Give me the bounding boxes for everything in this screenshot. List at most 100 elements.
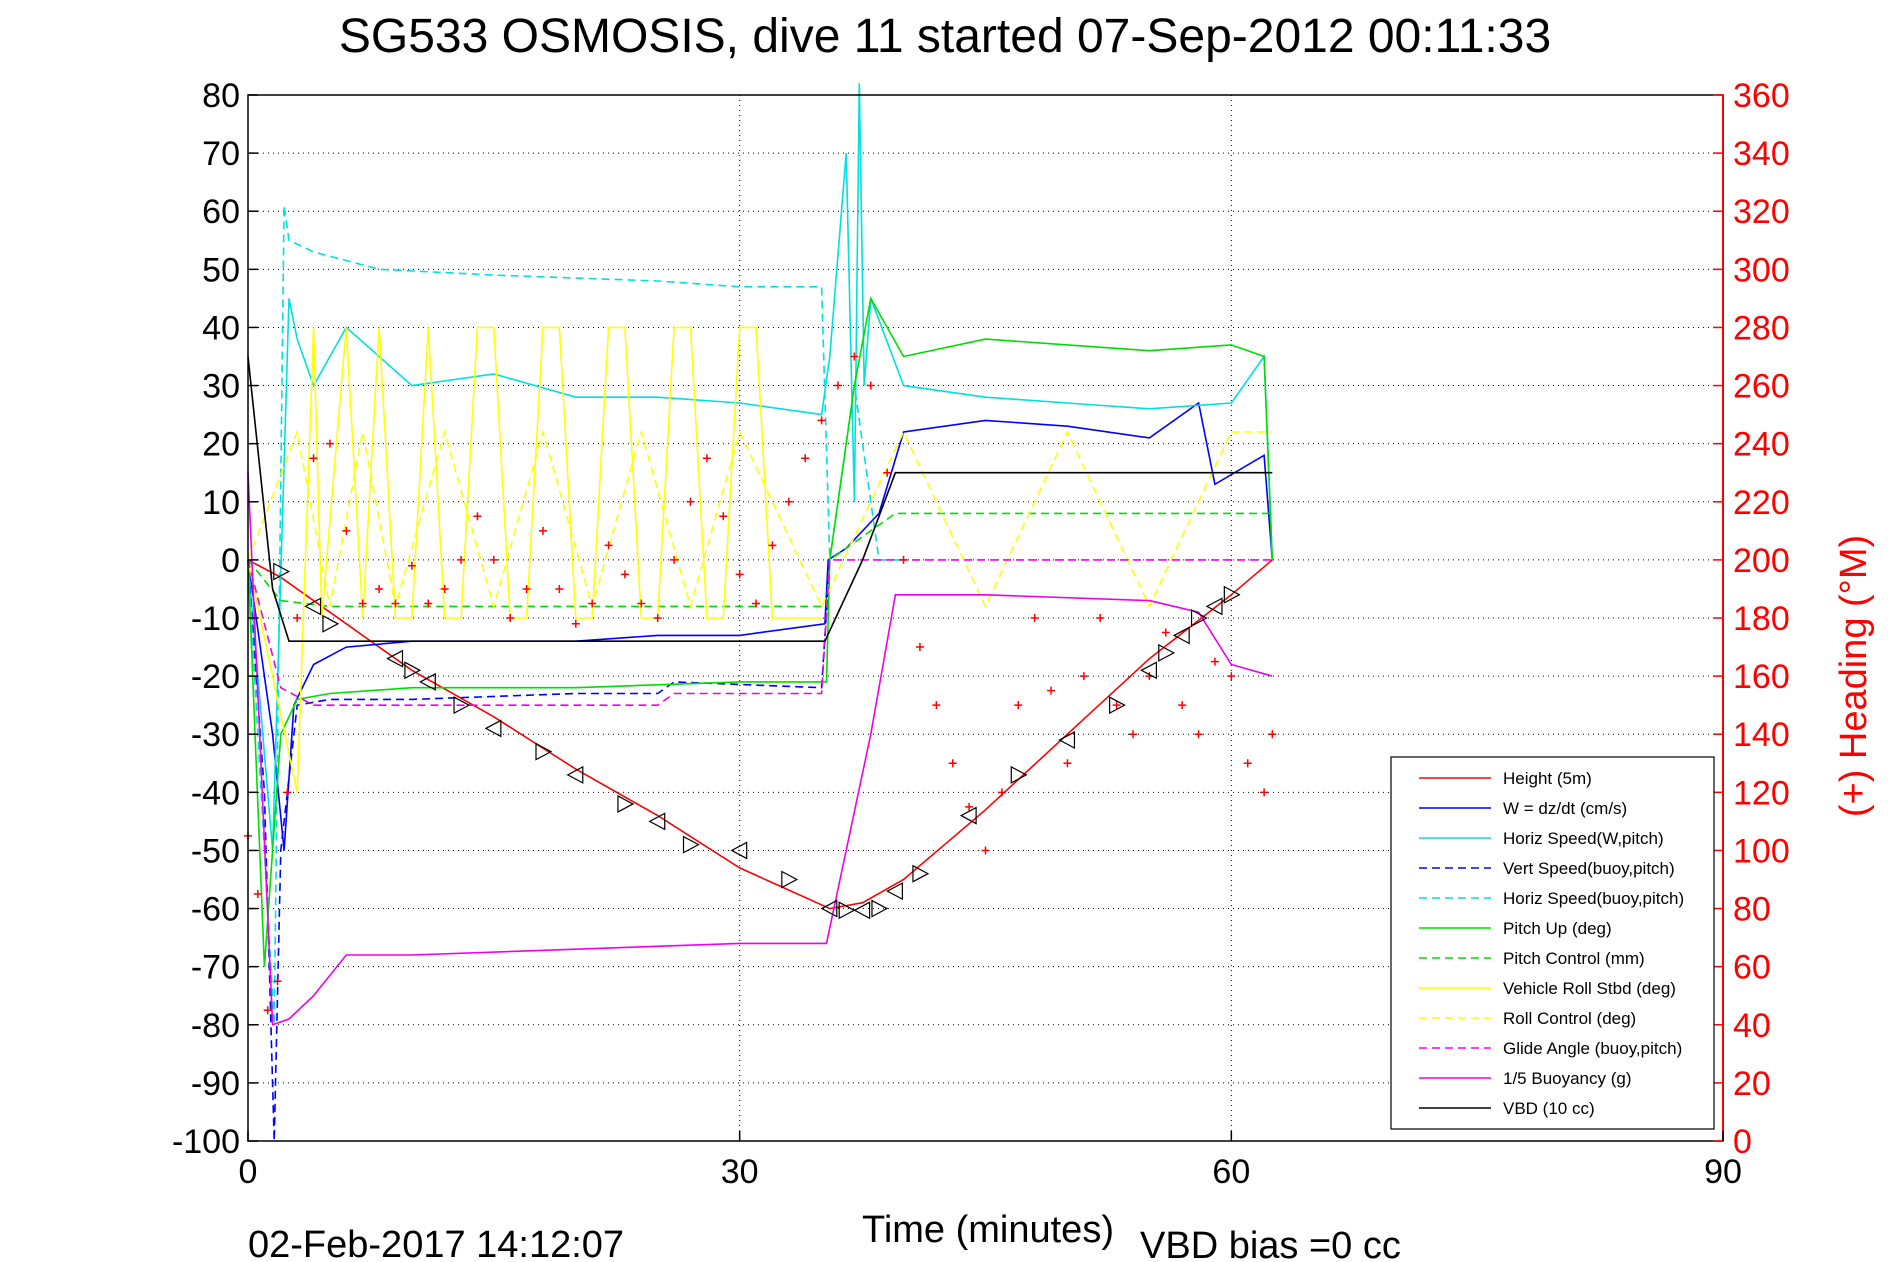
triangle-marker-18 — [871, 899, 889, 918]
heading-marker-12 — [407, 561, 416, 570]
heading-marker-11 — [391, 599, 400, 608]
heading-marker-38 — [834, 381, 842, 390]
right-tick-label-7: 140 — [1733, 716, 1790, 754]
triangle-marker-23 — [1058, 731, 1076, 750]
heading-marker-37 — [817, 416, 826, 425]
triangle-marker-21 — [959, 806, 977, 825]
heading-marker-56 — [1129, 730, 1137, 739]
series-line-10 — [247, 472, 1273, 1026]
footer-vbd-bias: VBD bias =0 cc — [1140, 1225, 1401, 1262]
heading-marker-28 — [670, 555, 679, 564]
heading-marker-62 — [1227, 672, 1236, 681]
left-tick-label-5: -50 — [191, 832, 240, 870]
left-tick-label-14: 40 — [202, 309, 240, 347]
right-tick-label-0: 0 — [1733, 1123, 1752, 1161]
heading-marker-49 — [1014, 701, 1023, 710]
right-tick-label-17: 340 — [1733, 135, 1790, 173]
triangle-marker-12 — [682, 835, 700, 854]
heading-marker-1 — [253, 890, 262, 899]
legend-label-6: Pitch Control (mm) — [1503, 949, 1645, 968]
left-tick-label-6: -40 — [191, 774, 240, 812]
heading-marker-51 — [1047, 686, 1056, 695]
heading-marker-50 — [1030, 614, 1039, 622]
triangle-marker-1 — [304, 597, 322, 616]
heading-marker-63 — [1243, 759, 1252, 768]
heading-marker-41 — [883, 468, 892, 477]
left-tick-label-12: 20 — [202, 426, 240, 464]
legend-label-10: 1/5 Buoyancy (g) — [1503, 1069, 1632, 1088]
legend-label-5: Pitch Up (deg) — [1503, 919, 1612, 938]
triangle-marker-19 — [886, 882, 903, 901]
right-tick-label-12: 240 — [1733, 426, 1790, 464]
right-tick-label-3: 60 — [1733, 949, 1771, 987]
triangle-marker-9 — [566, 765, 584, 784]
triangle-marker-5 — [419, 672, 436, 691]
right-tick-label-14: 280 — [1733, 309, 1790, 347]
right-tick-label-16: 320 — [1733, 193, 1790, 231]
heading-marker-5 — [293, 614, 302, 622]
series-line-2 — [247, 83, 1274, 851]
right-axis-ticks: 0 20 40 60 80 100 120 140 160 180 200 220 240 260 280 3… — [1713, 77, 1790, 1161]
right-tick-label-13: 260 — [1733, 368, 1790, 406]
x-axis-label: Time (minutes) — [862, 1209, 1114, 1251]
legend-label-0: Height (5m) — [1503, 769, 1592, 788]
legend-label-11: VBD (10 cc) — [1503, 1099, 1595, 1118]
triangle-marker-27 — [1172, 626, 1190, 645]
heading-marker-4 — [283, 788, 292, 797]
x-tick-label-2: 60 — [1212, 1153, 1250, 1191]
heading-marker-22 — [571, 619, 580, 628]
heading-marker-31 — [719, 512, 728, 521]
x-tick-label-0: 0 — [239, 1153, 258, 1191]
heading-marker-53 — [1079, 672, 1088, 681]
legend-label-7: Vehicle Roll Stbd (deg) — [1503, 979, 1676, 998]
left-tick-label-9: -10 — [191, 600, 240, 638]
triangle-marker-8 — [535, 742, 553, 761]
heading-marker-64 — [1260, 788, 1269, 797]
triangle-marker-26 — [1158, 643, 1176, 662]
triangle-marker-24 — [1109, 696, 1126, 715]
heading-marker-42 — [899, 555, 908, 564]
heading-marker-52 — [1063, 759, 1072, 768]
left-tick-label-4: -60 — [191, 891, 240, 929]
heading-marker-9 — [358, 599, 367, 608]
left-tick-label-8: -20 — [191, 658, 240, 696]
series-line-9 — [247, 559, 1273, 707]
markers — [244, 352, 1277, 1015]
heading-marker-34 — [768, 541, 777, 550]
heading-marker-3 — [273, 977, 282, 986]
heading-marker-6 — [309, 454, 318, 463]
triangle-marker-7 — [484, 719, 502, 738]
heading-marker-39 — [850, 352, 859, 361]
heading-marker-2 — [263, 1006, 272, 1015]
left-tick-label-7: -30 — [191, 716, 240, 754]
triangle-marker-15 — [820, 899, 838, 918]
left-tick-label-3: -70 — [191, 949, 240, 987]
series-line-7 — [247, 326, 822, 793]
right-tick-label-1: 20 — [1733, 1065, 1771, 1103]
left-tick-label-2: -80 — [191, 1007, 240, 1045]
heading-marker-30 — [702, 454, 711, 463]
triangle-marker-17 — [853, 901, 871, 920]
heading-marker-10 — [375, 584, 384, 593]
heading-marker-47 — [981, 846, 990, 855]
heading-marker-18 — [506, 614, 515, 622]
heading-marker-24 — [604, 541, 613, 550]
heading-marker-32 — [735, 570, 744, 579]
triangle-marker-6 — [453, 696, 471, 715]
heading-marker-35 — [784, 497, 793, 506]
triangle-marker-20 — [912, 864, 930, 883]
heading-marker-8 — [342, 526, 351, 535]
right-tick-label-5: 100 — [1733, 832, 1790, 870]
legend-label-8: Roll Control (deg) — [1503, 1009, 1636, 1028]
right-tick-label-9: 180 — [1733, 600, 1790, 638]
heading-marker-17 — [489, 555, 498, 564]
triangle-marker-22 — [1010, 765, 1028, 784]
x-axis-ticks: 0 30 60 90 — [239, 1131, 1742, 1191]
heading-marker-60 — [1194, 730, 1203, 739]
heading-marker-46 — [965, 802, 974, 811]
heading-marker-55 — [1112, 701, 1121, 710]
left-tick-label-16: 60 — [202, 193, 240, 231]
right-tick-label-8: 160 — [1733, 658, 1790, 696]
heading-marker-36 — [801, 454, 810, 463]
heading-marker-13 — [424, 599, 433, 608]
